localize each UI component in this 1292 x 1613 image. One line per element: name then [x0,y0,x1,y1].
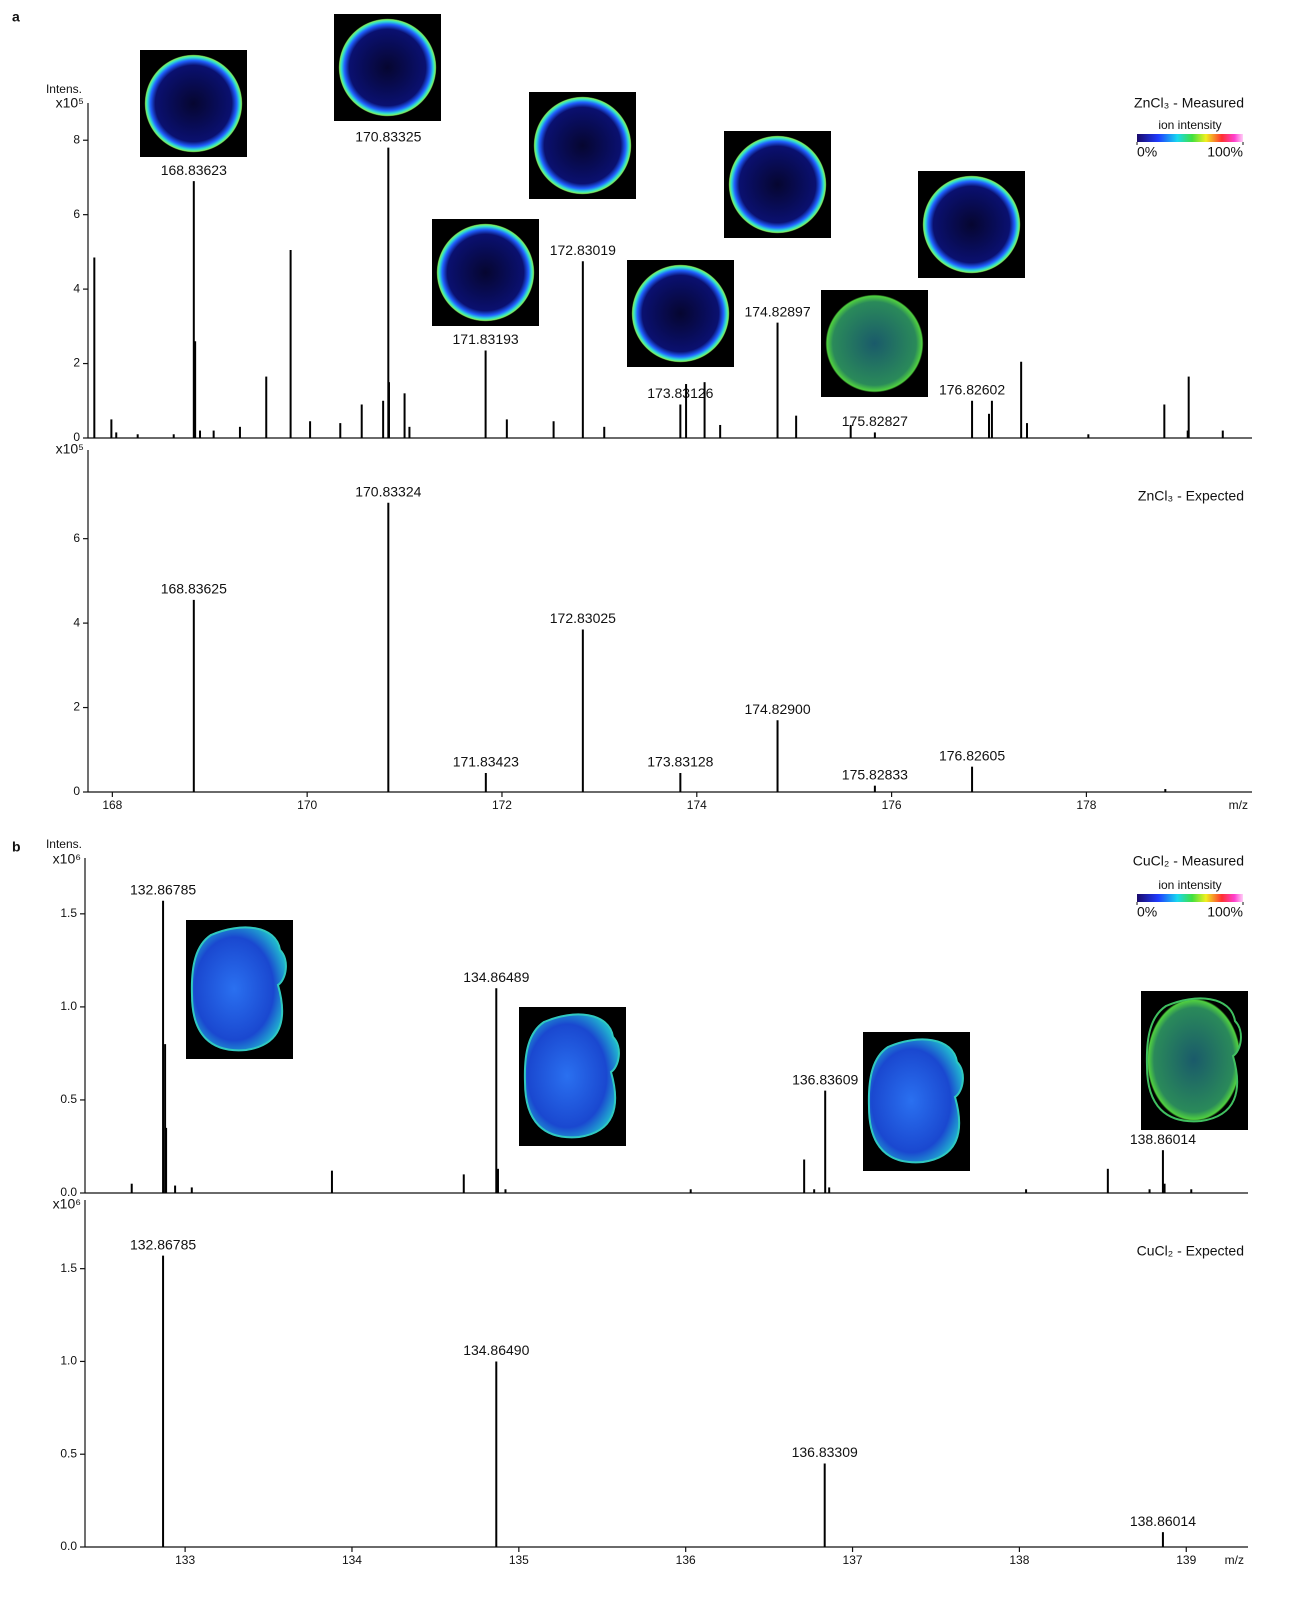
y-tick-label: 1.5 [60,1261,77,1275]
ion-image-sample [525,1014,619,1137]
ion-image-sample [534,97,632,195]
ion-image-sample [145,55,243,153]
peak-label: 134.86490 [463,1342,529,1358]
y-axis-unit: x10⁶ [53,851,81,867]
peak-label: 170.83325 [355,128,421,144]
chart: CuCl₂ - Expected x10⁶ 0.0 0.5 1.0 1.5 133 134 13… [53,1196,1248,1567]
ion-image-sample [339,19,437,117]
peak-label: 176.82602 [939,381,1005,397]
peak-label: 168.83625 [161,581,227,597]
figure: a ZnCl₃ - Measured Intens. x10⁵ 0 2 4 6 8 ion int… [0,0,1292,1613]
ion-image-sample [437,224,535,322]
peak-label: 173.83128 [647,754,713,770]
ion-image-sample [192,927,286,1050]
x-tick-label: 178 [1076,798,1096,812]
x-tick-label: 139 [1176,1553,1196,1567]
colorbar-tick-label: 100% [1207,904,1243,920]
x-tick-label: 168 [102,798,122,812]
y-tick-label: 1.0 [60,1354,77,1368]
peak-label: 170.83324 [355,483,421,499]
peak-label: 138.86014 [1130,1131,1196,1147]
y-tick-label: 6 [73,207,80,221]
panel-label: a [12,9,20,25]
ion-image-sample [869,1039,963,1162]
y-tick-label: 0 [73,784,80,798]
ion-image-sample [826,295,924,393]
chart-title: ZnCl₃ - Expected [1138,488,1244,504]
peak-label: 136.83309 [792,1444,858,1460]
panel-label: b [12,839,21,855]
y-tick-label: 4 [73,615,80,629]
x-tick-label: 174 [687,798,707,812]
x-tick-label: 172 [492,798,512,812]
peak-label: 168.83623 [161,162,227,178]
peak-label: 138.86014 [1130,1513,1196,1529]
x-tick-label: 176 [882,798,902,812]
y-tick-label: 2 [73,356,80,370]
y-tick-label: 6 [73,531,80,545]
chart-title: ZnCl₃ - Measured [1134,95,1244,111]
colorbar-label: ion intensity [1158,118,1221,132]
y-axis-unit: x10⁵ [56,441,84,457]
ion-image-sample [1147,998,1241,1121]
colorbar-tick-label: 0% [1137,144,1157,160]
ion-image-sample [729,136,827,234]
chart-title: CuCl₂ - Expected [1137,1243,1244,1259]
colorbar-tick-label: 100% [1207,144,1243,160]
chart-title: CuCl₂ - Measured [1133,853,1244,869]
peak-label: 134.86489 [463,969,529,985]
peak-label: 172.83019 [550,242,616,258]
y-tick-label: 8 [73,132,80,146]
x-tick-label: 133 [175,1553,195,1567]
ion-image-sample [632,265,730,363]
colorbar-label: ion intensity [1158,878,1221,892]
x-tick-label: 137 [843,1553,863,1567]
x-axis-label: m/z [1229,798,1248,812]
peak-label: 132.86785 [130,882,196,898]
x-axis-label: m/z [1225,1553,1244,1567]
chart: ZnCl₃ - Expected x10⁵ 0 2 4 6 168 170 172 174 176 1… [56,441,1252,812]
peak-label: 171.83193 [453,331,519,347]
peak-label: 172.83025 [550,610,616,626]
y-tick-label: 4 [73,281,80,295]
colorbar-tick-label: 0% [1137,904,1157,920]
y-tick-label: 1.0 [60,999,77,1013]
y-tick-label: 1.5 [60,906,77,920]
colorbar [1137,134,1243,142]
peak-label: 175.82827 [842,413,908,429]
x-tick-label: 134 [342,1553,362,1567]
ion-image-sample [923,176,1021,274]
y-tick-label: 0.5 [60,1446,77,1460]
y-axis-unit: x10⁶ [53,1196,81,1212]
peak-label: 176.82605 [939,747,1005,763]
peak-label: 174.82900 [744,701,810,717]
y-axis-unit: x10⁵ [56,95,84,111]
peak-label: 171.83423 [453,754,519,770]
peak-label: 174.82897 [744,303,810,319]
colorbar [1137,894,1243,902]
x-tick-label: 170 [297,798,317,812]
x-tick-label: 135 [509,1553,529,1567]
x-tick-label: 136 [676,1553,696,1567]
y-tick-label: 0.5 [60,1092,77,1106]
y-tick-label: 2 [73,700,80,714]
peak-label: 175.82833 [842,766,908,782]
peak-label: 132.86785 [130,1236,196,1252]
y-axis-label: Intens. [46,837,82,851]
x-tick-label: 138 [1009,1553,1029,1567]
y-tick-label: 0.0 [60,1539,77,1553]
peak-label: 136.83609 [792,1071,858,1087]
